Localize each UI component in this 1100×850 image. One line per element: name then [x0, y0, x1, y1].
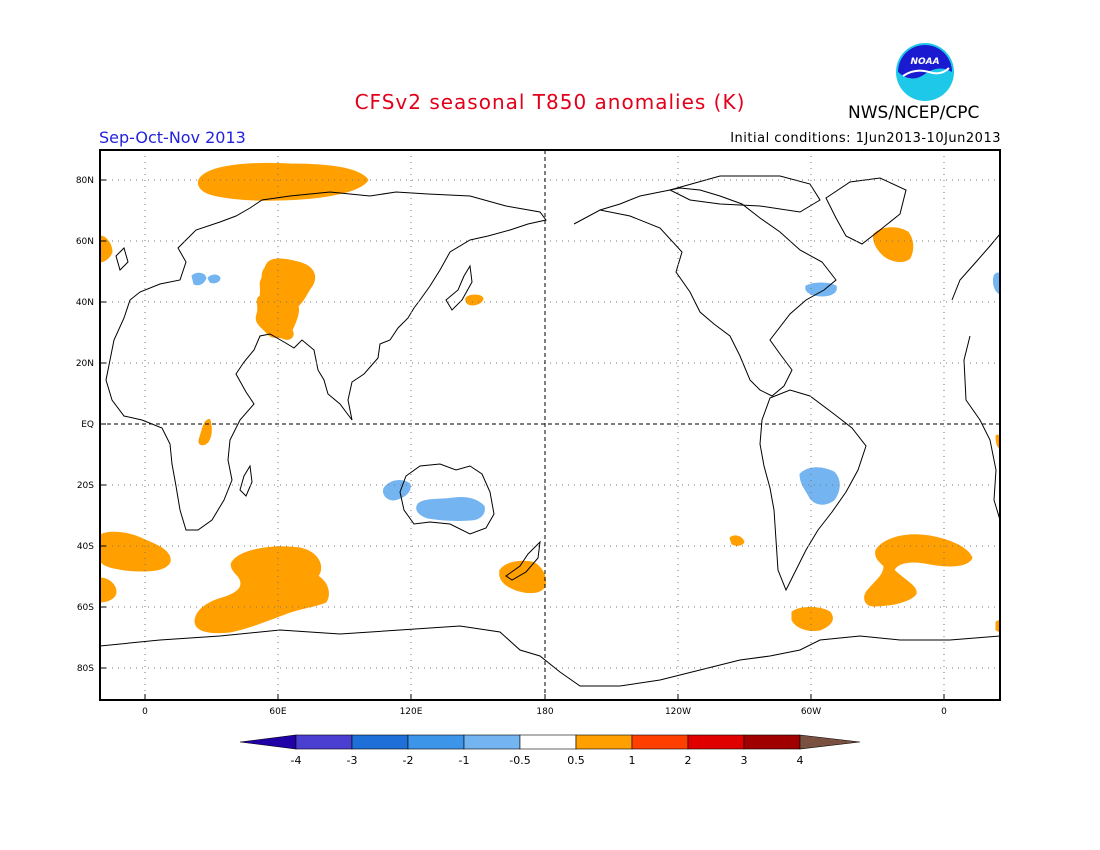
warm-anomaly-south-atlantic-west: [100, 577, 117, 603]
map-frame: [99, 149, 1001, 701]
color-bar-cell: [575, 734, 633, 750]
color-bar-cell: [631, 734, 689, 750]
color-bar-label: -2: [403, 754, 414, 767]
anomaly-shading: [100, 162, 1000, 634]
agency-label: NWS/NCEP/CPC: [848, 103, 980, 123]
lat-label: 60N: [76, 237, 94, 247]
cool-anomaly-australia: [416, 497, 485, 521]
lon-ticks: [144, 694, 945, 700]
color-bar-cell: [295, 734, 353, 750]
color-bar-label: 2: [685, 754, 692, 767]
warm-anomaly-north-pacific: [465, 294, 484, 306]
coastline-north-america: [573, 187, 837, 397]
lon-label: 120W: [665, 707, 691, 717]
coastline-arctic-islands: [668, 175, 821, 213]
color-bar-label: 0.5: [567, 754, 585, 767]
lon-label: 0: [142, 707, 148, 717]
lat-label: 40S: [77, 542, 94, 552]
noaa-logo-icon: NOAA: [896, 43, 954, 101]
coastline-antarctica: [100, 625, 1000, 687]
warm-anomaly-south-atlantic: [100, 531, 171, 572]
lon-label: 60E: [269, 707, 286, 717]
warm-anomaly-nw-europe: [100, 235, 113, 263]
coastlines: [100, 175, 1000, 687]
lat-ticks: [100, 179, 106, 669]
warm-anomaly-southern-indian: [194, 546, 329, 634]
coastline-australia: [399, 463, 495, 535]
coastline-south-america: [759, 389, 867, 592]
lat-label: 20S: [77, 481, 94, 491]
equator-dateline: [100, 150, 1000, 700]
lat-label: 80S: [77, 664, 94, 674]
cool-anomaly-nw-atlantic: [805, 282, 837, 297]
color-bar-arrow-right: [799, 734, 861, 750]
color-bar-label: 1: [629, 754, 636, 767]
season-label: Sep-Oct-Nov 2013: [99, 128, 246, 147]
color-bar-arrow-left: [239, 734, 297, 750]
warm-anomaly-drake-passage: [791, 607, 833, 631]
lat-label: 40N: [76, 298, 94, 308]
coastline-new-zealand: [505, 540, 541, 581]
color-bar-cell: [687, 734, 745, 750]
warm-anomaly-greenland-sea: [873, 227, 914, 262]
lat-label: 60S: [77, 603, 94, 613]
lat-label: 80N: [76, 176, 94, 186]
color-bar-cell: [351, 734, 409, 750]
color-bar-label: -4: [291, 754, 302, 767]
warm-anomaly-pacific-small: [729, 535, 745, 546]
color-bar-cell: [407, 734, 465, 750]
lon-label: 120E: [400, 707, 423, 717]
lon-label: 0: [941, 707, 947, 717]
cool-anomaly-south-america: [799, 467, 840, 505]
cool-anomaly-europe-edge: [993, 272, 1000, 295]
initial-conditions-label: Initial conditions: 1Jun2013-10Jun2013: [730, 131, 1001, 146]
lon-label: 60W: [801, 707, 821, 717]
color-bar: [239, 734, 861, 750]
coastline-madagascar: [239, 464, 253, 497]
lat-label: EQ: [81, 420, 94, 430]
lat-label: 20N: [76, 359, 94, 369]
coastline-west-africa-edge: [963, 335, 1000, 521]
graticule: [100, 150, 1000, 700]
warm-anomaly-arctic: [197, 162, 369, 201]
map-title: CFSv2 seasonal T850 anomalies (K): [354, 90, 746, 114]
color-bar-label: 4: [797, 754, 804, 767]
warm-anomaly-south-pacific-east: [864, 534, 973, 607]
color-bar-label: 3: [741, 754, 748, 767]
lon-label: 180: [536, 707, 553, 717]
coastline-greenland: [825, 177, 907, 245]
logo-text: NOAA: [910, 57, 939, 67]
color-bar-label: -3: [347, 754, 358, 767]
coastline-japan: [445, 264, 473, 311]
cool-anomaly-western-australia: [383, 480, 411, 501]
color-bar-label: -0.5: [509, 754, 530, 767]
color-bar-cell: [463, 734, 521, 750]
coastline-europe-edge: [951, 233, 1000, 301]
coastline-africa-europe-asia: [105, 191, 547, 531]
cool-anomaly-black-sea: [191, 272, 207, 286]
color-bar-label: -1: [459, 754, 470, 767]
warm-anomaly-ural: [255, 258, 316, 340]
cool-anomaly-europe-east: [207, 274, 221, 284]
warm-anomaly-nz: [499, 560, 546, 594]
color-bar-cell: [743, 734, 801, 750]
coastline-uk: [115, 247, 129, 271]
warm-anomaly-africa: [198, 419, 212, 446]
color-bar-cell: [519, 734, 577, 750]
